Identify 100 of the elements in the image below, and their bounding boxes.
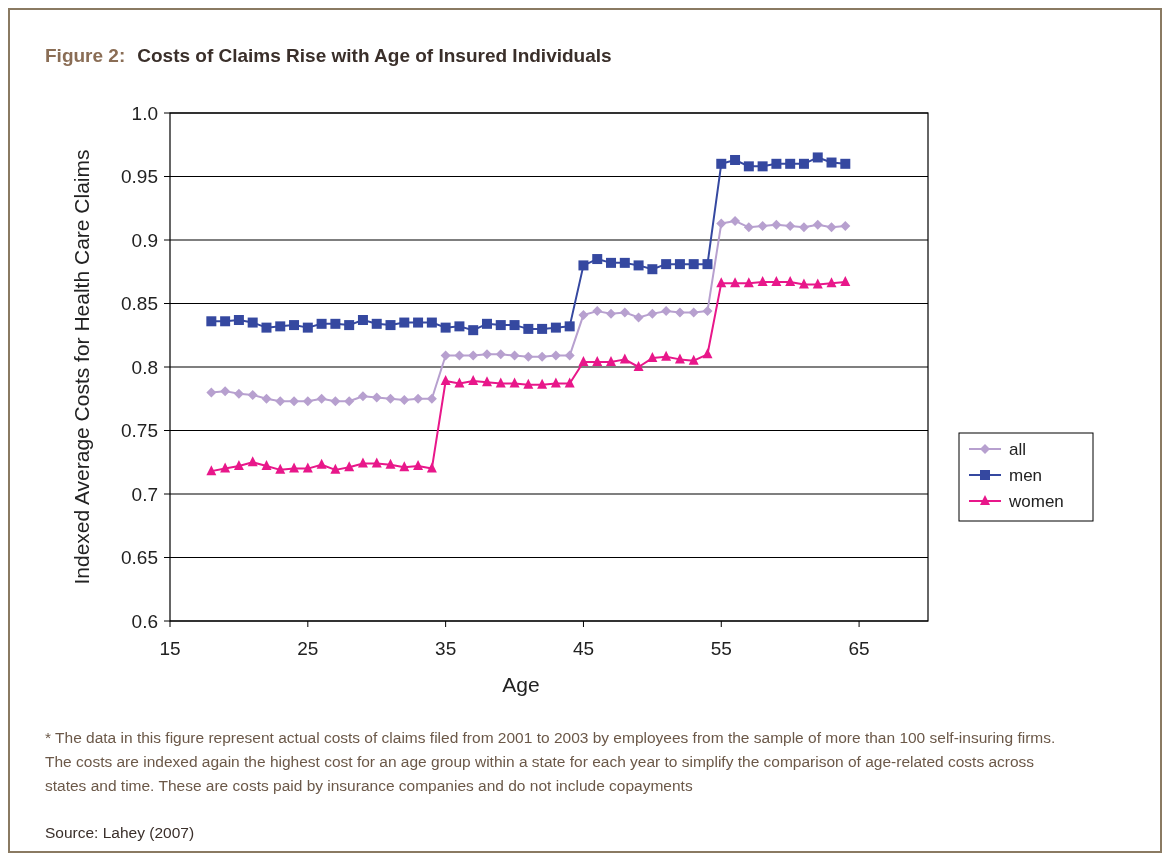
point bbox=[550, 350, 561, 361]
point bbox=[440, 322, 451, 333]
point bbox=[481, 318, 492, 329]
point bbox=[743, 222, 754, 233]
point bbox=[647, 352, 658, 363]
point bbox=[289, 320, 300, 331]
point bbox=[247, 456, 258, 467]
point bbox=[633, 260, 644, 271]
point bbox=[716, 218, 727, 229]
point bbox=[702, 306, 713, 317]
point bbox=[426, 317, 437, 328]
point bbox=[495, 377, 506, 388]
point bbox=[371, 318, 382, 329]
point bbox=[674, 307, 685, 318]
point bbox=[495, 349, 506, 360]
point bbox=[661, 306, 672, 317]
point bbox=[743, 161, 754, 172]
point bbox=[840, 275, 851, 286]
point bbox=[633, 361, 644, 371]
point bbox=[426, 393, 437, 404]
point bbox=[481, 376, 492, 387]
point bbox=[233, 315, 244, 326]
point bbox=[702, 348, 713, 359]
point bbox=[413, 393, 424, 404]
point bbox=[399, 317, 410, 328]
point bbox=[220, 462, 231, 473]
point bbox=[578, 309, 589, 320]
point bbox=[385, 320, 396, 331]
point bbox=[330, 396, 341, 407]
y-tick-label: 0.7 bbox=[131, 483, 158, 505]
point bbox=[564, 321, 575, 332]
y-tick-label: 0.6 bbox=[131, 610, 158, 632]
point bbox=[275, 463, 286, 474]
point bbox=[606, 355, 617, 366]
point bbox=[440, 374, 451, 385]
point bbox=[619, 257, 630, 268]
point bbox=[302, 396, 313, 407]
point bbox=[771, 219, 782, 230]
point bbox=[316, 318, 327, 329]
point bbox=[233, 388, 244, 399]
x-tick-label: 65 bbox=[848, 638, 870, 659]
point bbox=[647, 308, 658, 319]
point bbox=[592, 355, 603, 366]
point bbox=[688, 307, 699, 318]
point bbox=[688, 259, 699, 270]
point bbox=[757, 221, 768, 232]
point bbox=[440, 350, 451, 361]
point bbox=[564, 377, 575, 388]
point bbox=[206, 316, 217, 327]
text: * The data in this figure represent actual costs of claims filed from 2001 to 2003 by employees from the sample of more than 100 self-insuring firms. The costs are indexed again the highest cost for an age group within a state for each year to simplify the comparison of age-related costs across states and time. These are costs paid by insurance companies and do not include copayments bbox=[45, 729, 1056, 794]
point bbox=[454, 350, 465, 361]
point bbox=[302, 462, 313, 473]
point bbox=[592, 306, 603, 317]
legend-label: men bbox=[1009, 465, 1043, 485]
point bbox=[385, 393, 396, 404]
point bbox=[523, 351, 534, 362]
point bbox=[261, 322, 272, 333]
point bbox=[798, 222, 809, 233]
point bbox=[702, 259, 713, 270]
point bbox=[826, 277, 837, 288]
point bbox=[344, 320, 355, 331]
point bbox=[344, 461, 355, 472]
point bbox=[592, 254, 603, 265]
point bbox=[357, 315, 368, 326]
point bbox=[730, 277, 741, 288]
point bbox=[344, 396, 355, 407]
chart-title: Figure 2: Costs of Claims Rise with Age of Insured Individuals bbox=[45, 45, 612, 66]
point bbox=[716, 277, 727, 288]
point bbox=[330, 318, 341, 329]
x-tick-label: 35 bbox=[435, 638, 457, 659]
point bbox=[399, 395, 410, 406]
point bbox=[289, 462, 300, 473]
point bbox=[481, 349, 492, 360]
point bbox=[233, 460, 244, 471]
point bbox=[798, 278, 809, 289]
point bbox=[220, 316, 231, 327]
point bbox=[289, 396, 300, 407]
point bbox=[302, 322, 313, 333]
point bbox=[661, 350, 672, 361]
point bbox=[275, 321, 286, 332]
point bbox=[730, 154, 741, 165]
point bbox=[840, 158, 851, 169]
point bbox=[247, 317, 258, 328]
source-note: Source: Lahey (2007) bbox=[45, 824, 195, 841]
point bbox=[247, 389, 258, 400]
legend-label: women bbox=[1008, 491, 1064, 511]
point bbox=[564, 350, 575, 361]
point bbox=[509, 320, 520, 331]
x-axis-title: Age bbox=[502, 673, 540, 696]
point bbox=[468, 350, 479, 361]
point bbox=[716, 158, 727, 169]
y-tick-label: 1.0 bbox=[131, 102, 158, 124]
y-tick-label: 0.8 bbox=[131, 356, 158, 378]
point bbox=[523, 323, 534, 334]
point bbox=[619, 307, 630, 318]
point bbox=[757, 275, 768, 286]
point bbox=[550, 377, 561, 388]
point bbox=[812, 278, 823, 289]
point bbox=[619, 353, 630, 364]
point bbox=[330, 463, 341, 474]
